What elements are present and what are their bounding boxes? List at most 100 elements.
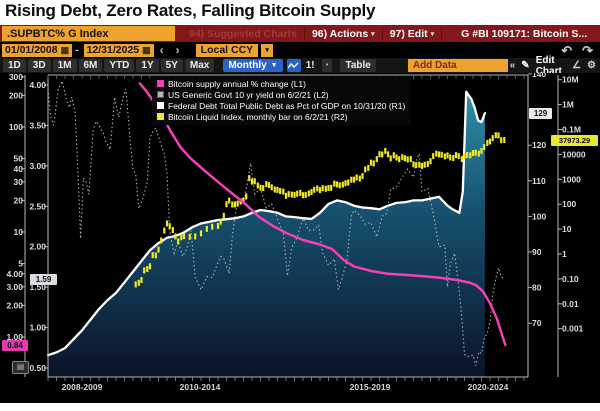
btc-bar [228,197,231,204]
btc-bar [449,154,452,161]
frequency-select[interactable]: Monthly ▼ [223,59,283,72]
gear-icon[interactable]: ⚙ [587,60,596,71]
axis-tick-label: 140 [532,73,546,79]
date-from-field[interactable]: 01/01/2008 ▦ [2,43,73,57]
btc-bar [267,182,271,189]
actions-menu[interactable]: 96) Actions ▾ [312,28,375,40]
btc-bar [341,181,344,188]
axis-tick-label: 1.50 [29,282,46,292]
btc-bar [350,176,353,183]
security-field[interactable]: .SUPBTC% G Index [2,26,175,41]
btc-bar [236,200,239,207]
btc-bar [182,233,186,239]
chevron-down-icon: ▾ [371,30,375,38]
axis-tick-label: 1.00 [6,332,23,342]
btc-bar [137,279,140,286]
redo-icon[interactable]: ↷ [582,42,593,58]
pencil-icon[interactable]: ✎ [521,60,530,71]
calendar-icon[interactable]: ▦ [60,44,70,55]
axis-tick-label: 2.00 [29,242,46,252]
period-button-1d[interactable]: 1D [3,59,26,72]
btc-bar [265,181,268,188]
axis-tick-label: 20 [14,195,24,205]
calendar-icon[interactable]: ▦ [142,44,151,55]
currency-dropdown-icon[interactable]: ▾ [261,43,274,57]
x-axis-label: 2015-2019 [350,382,391,392]
btc-bar [194,233,197,240]
btc-bar [290,191,293,198]
legend-item[interactable]: US Generic Govt 10 yr yield on 6/2/21 (L… [157,89,405,100]
axis-tick-label: 80 [532,283,542,293]
btc-bar [364,166,367,173]
btc-bar [503,137,506,143]
annotate-icon[interactable]: ∠ [572,60,582,71]
period-button-6m[interactable]: 6M [78,59,103,72]
axis-tick-label: 100 [562,199,576,209]
axis-tick-label: 1000 [562,174,581,184]
yield-line [47,79,505,366]
legend-swatch [157,91,164,98]
period-button-5y[interactable]: 5Y [160,59,183,72]
currency-select[interactable]: Local CCY [195,43,259,57]
table-button[interactable]: Table [340,59,376,72]
last-value-badge-yield: 1.59 [30,274,57,286]
date-from-value: 01/01/2008 [5,44,58,56]
btc-bar [157,246,160,253]
legend-item[interactable]: Federal Debt Total Public Debt as Pct of… [157,100,405,111]
more-options-button[interactable]: • [321,59,333,72]
btc-bar [378,151,381,158]
axis-tick-label: 3.00 [6,282,23,292]
btc-bar [381,151,384,158]
btc-bar [146,266,149,272]
x-axis-label: 2008-2009 [62,382,103,392]
chart-canvas[interactable]: 300200100504030201054.003.002.001.004.00… [0,69,600,398]
period-button-3d[interactable]: 3D [27,59,51,72]
undo-icon[interactable]: ↶ [561,42,573,58]
period-button-1y[interactable]: 1Y [136,59,159,72]
btc-bar [199,230,203,237]
add-data-input[interactable]: Add Data [407,59,508,72]
btc-bar [415,162,418,169]
axis-tick-label: 40 [14,164,24,174]
suggested-charts-button[interactable]: 94) Suggested Charts [189,27,297,40]
btc-bar [483,144,486,151]
btc-bar [140,277,143,283]
btc-bar [327,185,330,191]
divider [303,27,305,40]
line-chart-type-icon[interactable] [286,59,301,72]
period-button-1m[interactable]: 1M [52,59,77,72]
btc-bar [219,218,222,225]
btc-bar [443,153,446,160]
period-button-ytd[interactable]: YTD [104,59,135,72]
date-to-field[interactable]: 12/31/2025 ▦ [83,43,154,57]
legend-item[interactable]: Bitcoin Liquid Index, monthly bar on 6/2… [157,111,405,122]
collapse-panel-icon[interactable]: « [509,60,516,71]
btc-bar [452,155,455,161]
btc-bar [284,192,288,199]
btc-bar [471,150,475,156]
axis-tick-label: 2.00 [6,300,23,310]
chart-toolbar: 1D 3D 1M 6M YTD 1Y 5Y Max Monthly ▼ 1! • Table … [0,55,600,77]
edit-menu[interactable]: 97) Edit ▾ [390,28,434,40]
mini-chart-tool-icon[interactable]: ▤ [12,361,29,374]
legend-label: US Generic Govt 10 yr yield on 6/2/21 (L… [168,89,329,100]
btc-bar [250,178,254,185]
axis-tick-label: 10000 [562,149,586,159]
step-forward-icon[interactable]: › [175,43,180,57]
axis-tick-label: 1 [562,249,567,259]
legend-item[interactable]: Bitcoin supply annual % change (L1) [157,78,405,89]
btc-bar [174,233,177,240]
btc-bar [225,201,228,208]
btc-bar [352,176,356,183]
debt-area-fill [48,91,485,378]
btc-bar [432,153,435,160]
btc-bar [474,149,477,156]
chart-id: G #BI 109171: Bitcoin S... [461,27,588,40]
period-button-max[interactable]: Max [184,59,215,72]
edit-chart-button[interactable]: Edit Chart [535,54,562,77]
panel-count-button[interactable]: 1! [305,60,315,71]
axis-tick-label: 0.1M [562,125,581,135]
btc-bar [389,155,392,162]
btc-bar [316,185,319,192]
step-back-icon[interactable]: ‹ [159,43,164,57]
